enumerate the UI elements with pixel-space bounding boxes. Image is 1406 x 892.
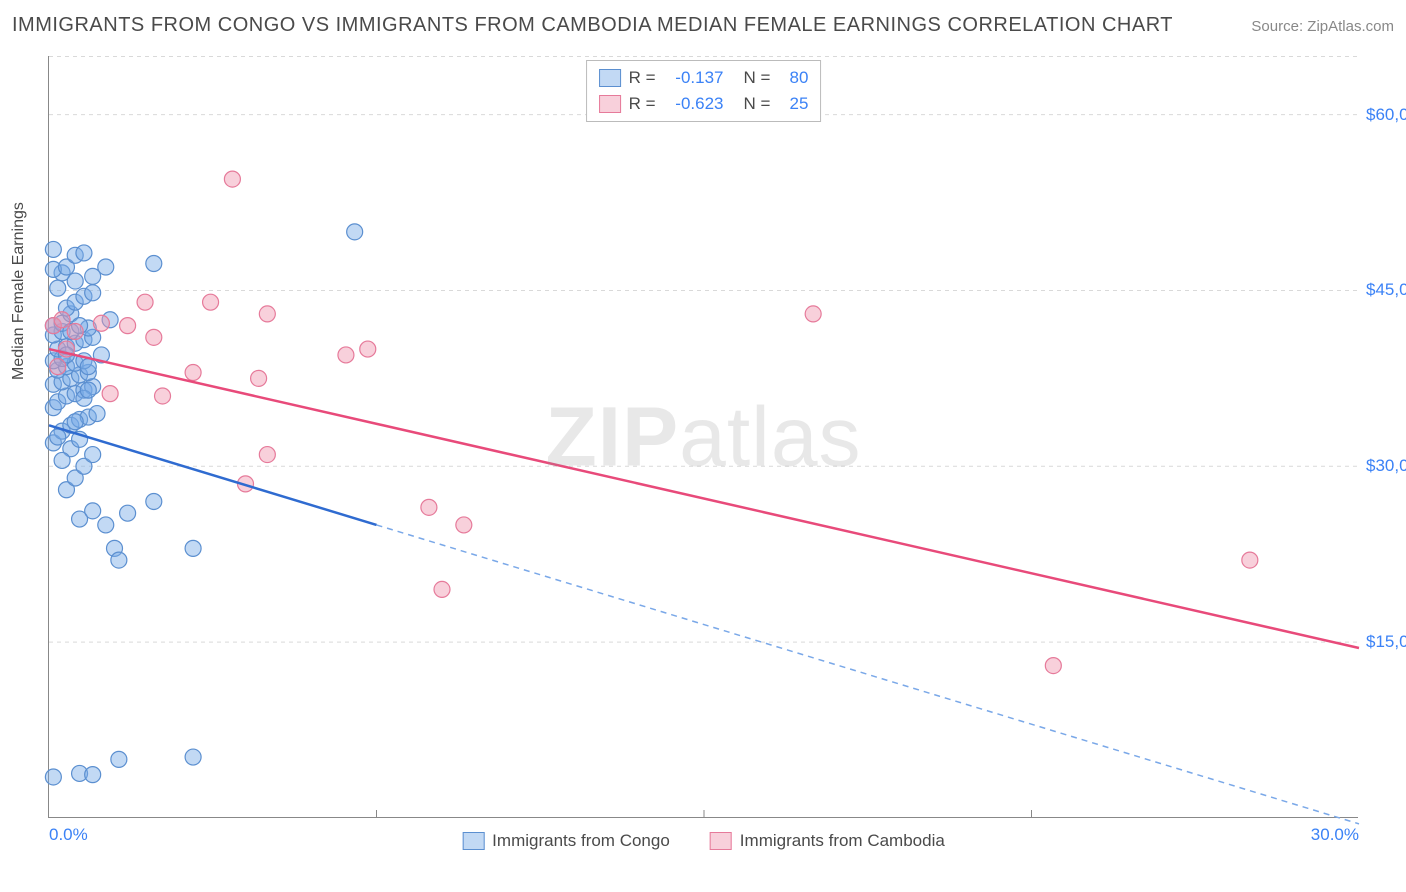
y-tick-label: $60,000: [1366, 105, 1406, 125]
source-label: Source: ZipAtlas.com: [1251, 18, 1394, 35]
regression-lines: [49, 349, 1359, 824]
gridlines: [49, 57, 1359, 819]
correlation-legend: R = -0.137 N = 80 R = -0.623 N = 25: [586, 60, 822, 122]
series-legend-item: Immigrants from Congo: [462, 831, 670, 851]
legend-swatch: [599, 95, 621, 113]
legend-swatch: [710, 832, 732, 850]
series-legend-label: Immigrants from Congo: [492, 831, 670, 851]
legend-r-label: R =: [629, 65, 656, 91]
legend-n-value: 25: [778, 91, 808, 117]
chart-svg: [49, 56, 1358, 817]
y-axis-label: Median Female Earnings: [10, 202, 28, 380]
series-legend-label: Immigrants from Cambodia: [740, 831, 945, 851]
legend-n-label: N =: [744, 91, 771, 117]
y-tick-label: $15,000: [1366, 632, 1406, 652]
chart-title: IMMIGRANTS FROM CONGO VS IMMIGRANTS FROM…: [12, 14, 1173, 36]
series-legend-item: Immigrants from Cambodia: [710, 831, 945, 851]
legend-r-value: -0.137: [664, 65, 724, 91]
legend-row: R = -0.137 N = 80: [599, 65, 809, 91]
legend-swatch: [462, 832, 484, 850]
legend-row: R = -0.623 N = 25: [599, 91, 809, 117]
source-prefix: Source:: [1251, 18, 1307, 35]
y-tick-label: $45,000: [1366, 280, 1406, 300]
x-tick-label: 30.0%: [1311, 825, 1359, 845]
scatter-points: [45, 171, 1257, 785]
y-tick-label: $30,000: [1366, 456, 1406, 476]
series-legend: Immigrants from Congo Immigrants from Cam…: [462, 831, 945, 851]
legend-n-value: 80: [778, 65, 808, 91]
source-value: ZipAtlas.com: [1307, 18, 1394, 35]
legend-n-label: N =: [744, 65, 771, 91]
legend-r-value: -0.623: [664, 91, 724, 117]
legend-swatch: [599, 69, 621, 87]
x-tick-label: 0.0%: [49, 825, 88, 845]
legend-r-label: R =: [629, 91, 656, 117]
plot-area: ZIPatlas R =-0.137N =80R =-0.623N =25 $1…: [48, 56, 1358, 818]
